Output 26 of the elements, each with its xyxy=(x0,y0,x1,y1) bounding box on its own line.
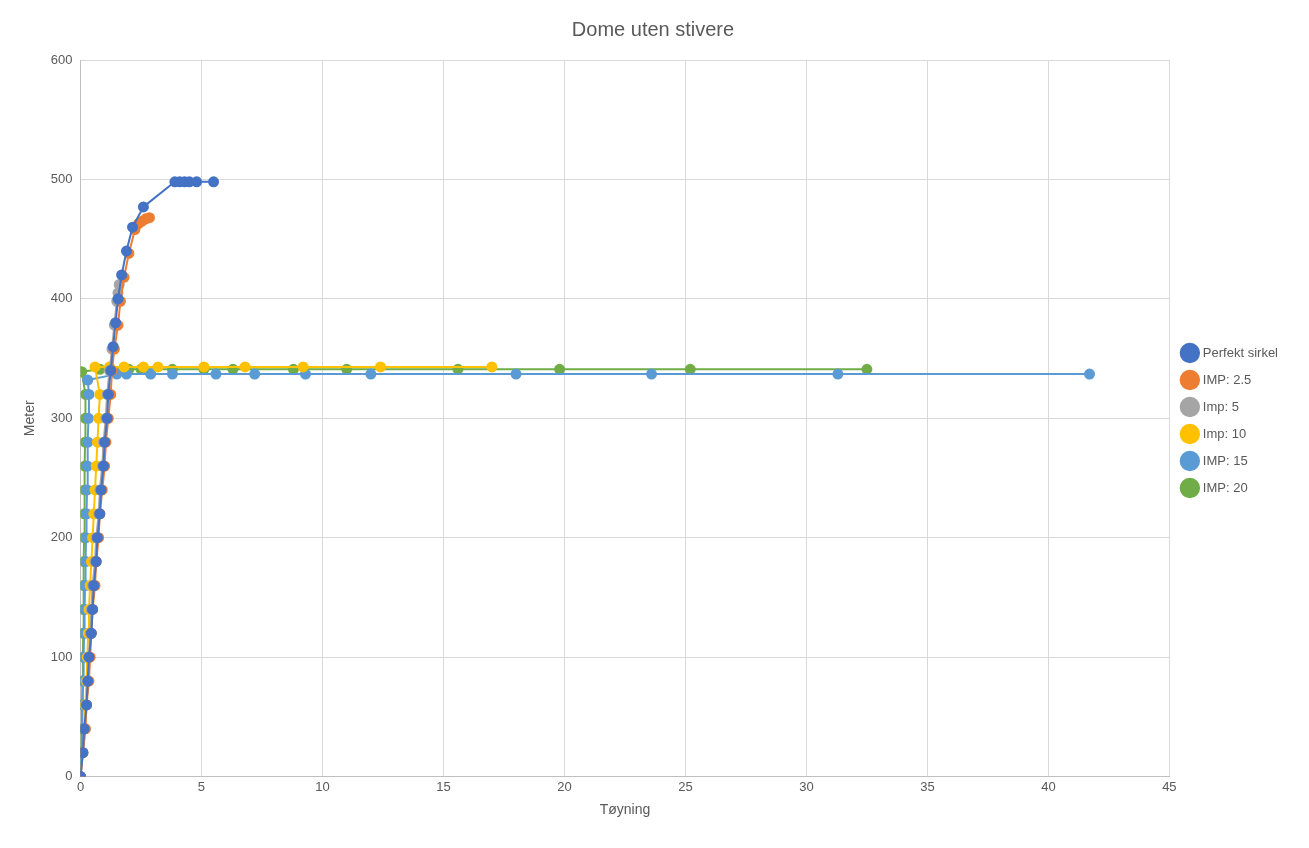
legend-label: Imp: 10 xyxy=(1202,425,1247,441)
x-tick-label: 20 xyxy=(557,778,572,794)
x-tick-label: 40 xyxy=(1041,778,1056,794)
x-tick-label: 25 xyxy=(678,778,693,794)
x-tick-label: 45 xyxy=(1162,778,1177,794)
y-tick-label: 600 xyxy=(50,51,73,67)
y-tick-label: 0 xyxy=(65,768,73,784)
legend-label: IMP: 20 xyxy=(1202,479,1248,495)
legend-label: IMP: 2.5 xyxy=(1202,371,1252,387)
y-tick-label: 200 xyxy=(50,529,73,545)
x-tick-label: 30 xyxy=(799,778,814,794)
x-tick-label: 5 xyxy=(197,778,206,794)
x-tick-label: 0 xyxy=(76,778,85,794)
y-tick-label: 400 xyxy=(50,290,73,306)
y-axis-title: Meter xyxy=(21,400,38,437)
chart-title: Dome uten stivere xyxy=(571,17,735,40)
x-tick-label: 10 xyxy=(315,778,330,794)
x-axis-title: Tøyning xyxy=(599,801,651,818)
legend-label: IMP: 15 xyxy=(1202,452,1248,468)
y-tick-label: 500 xyxy=(50,171,73,187)
x-tick-label: 15 xyxy=(436,778,451,794)
y-tick-label: 100 xyxy=(50,648,73,664)
x-tick-label: 35 xyxy=(920,778,935,794)
legend-label: Imp: 5 xyxy=(1202,398,1239,414)
y-tick-label: 300 xyxy=(50,409,73,425)
legend-label: Perfekt sirkel xyxy=(1202,344,1279,360)
